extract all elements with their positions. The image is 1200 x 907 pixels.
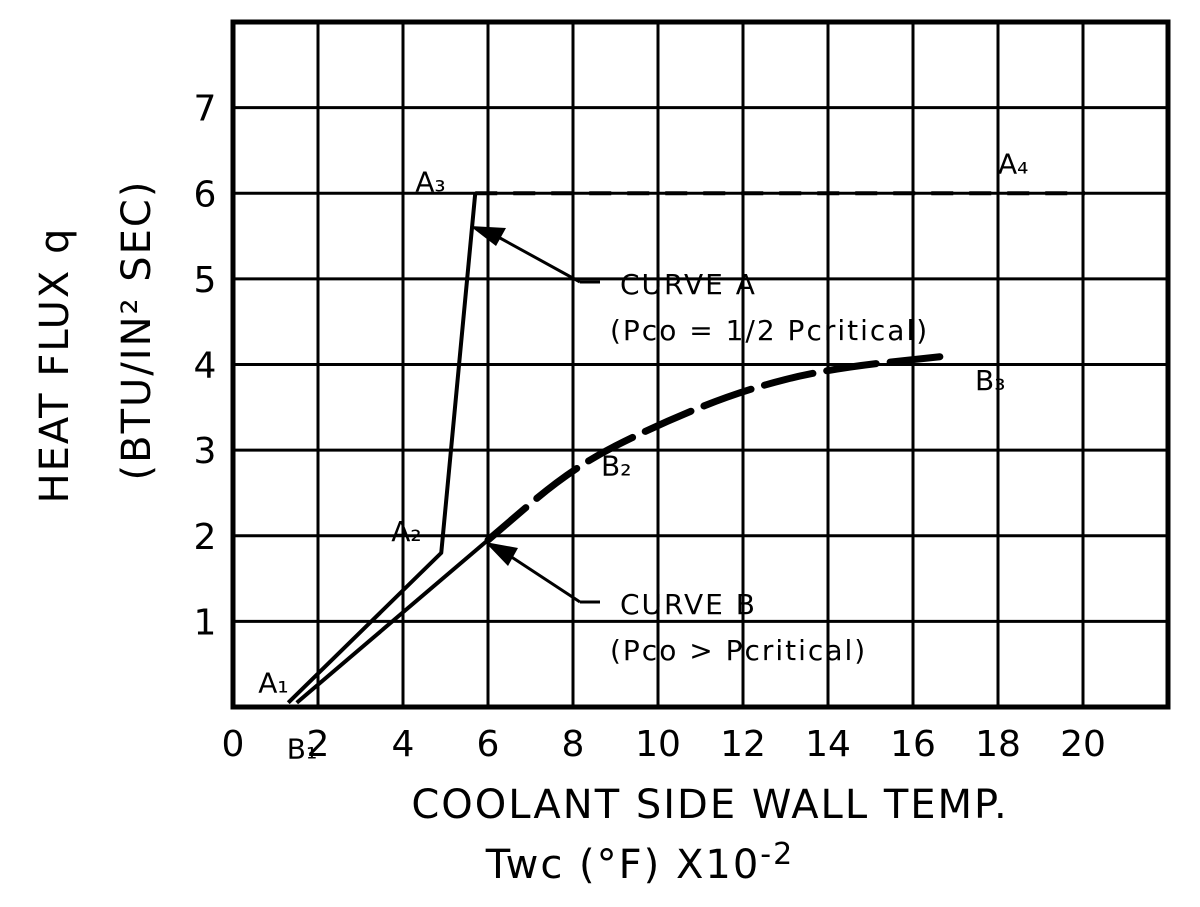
point-label: A₂ bbox=[391, 515, 421, 548]
y-tick-label: 2 bbox=[194, 517, 217, 558]
x-tick-label: 16 bbox=[890, 724, 936, 765]
x-tick-label: 8 bbox=[562, 724, 585, 765]
curve-b-dashed bbox=[484, 352, 951, 544]
x-axis-title-main: Twc (°F) X10 bbox=[485, 842, 760, 888]
point-label: B₁ bbox=[287, 733, 317, 766]
x-axis-title-exponent: -2 bbox=[760, 837, 794, 872]
annotation-b-line2: (Pco > Pcritical) bbox=[610, 634, 867, 667]
y-axis-title-line1: HEAT FLUX q bbox=[32, 227, 78, 504]
x-tick-label: 6 bbox=[477, 724, 500, 765]
x-tick-label: 4 bbox=[392, 724, 415, 765]
annotation-a-line1: CURVE A bbox=[620, 268, 757, 301]
x-tick-label: 14 bbox=[805, 724, 851, 765]
point-label: A₄ bbox=[998, 147, 1028, 180]
x-tick-label: 12 bbox=[720, 724, 766, 765]
point-label: A₁ bbox=[258, 667, 288, 700]
x-axis-title-line1: COOLANT SIDE WALL TEMP. bbox=[411, 782, 1008, 828]
y-tick-label: 6 bbox=[194, 174, 217, 215]
y-tick-label: 4 bbox=[194, 346, 217, 387]
point-labels: A₁ A₂ A₃ A₄ B₁ B₂ B₃ bbox=[258, 147, 1028, 765]
y-tick-label: 1 bbox=[194, 602, 217, 643]
y-axis-title-line2: (BTU/IN² SEC) bbox=[114, 180, 160, 481]
curve-b-line bbox=[295, 538, 490, 705]
series bbox=[286, 191, 1085, 705]
y-tick-label: 5 bbox=[194, 260, 217, 301]
annotation-b-line1: CURVE B bbox=[620, 588, 757, 621]
grid bbox=[230, 19, 1171, 710]
y-tick-label: 7 bbox=[194, 89, 217, 130]
x-tick-label: 2 bbox=[307, 724, 330, 765]
x-tick-label: 0 bbox=[222, 724, 245, 765]
point-label: B₃ bbox=[975, 364, 1005, 397]
plot-frame bbox=[230, 19, 1171, 710]
annotation-b-leader bbox=[509, 554, 581, 604]
curve-a-line bbox=[286, 193, 478, 705]
x-axis-title-line2: Twc (°F) X10-2 bbox=[485, 837, 794, 888]
point-label: B₂ bbox=[601, 449, 631, 482]
x-tick-label: 20 bbox=[1060, 724, 1106, 765]
annotations: CURVE A (Pco = 1/2 Pcritical) CURVE B (Pco … bbox=[470, 226, 929, 667]
annotation-a-leader bbox=[499, 236, 581, 284]
annotation-b-arrow bbox=[485, 542, 518, 566]
annotation-a-arrow bbox=[470, 226, 506, 246]
y-tick-label: 3 bbox=[194, 431, 217, 472]
point-label: A₃ bbox=[415, 165, 445, 198]
x-tick-label: 18 bbox=[975, 724, 1021, 765]
annotation-a-line2: (Pco = 1/2 Pcritical) bbox=[610, 314, 929, 347]
x-tick-label: 10 bbox=[635, 724, 681, 765]
